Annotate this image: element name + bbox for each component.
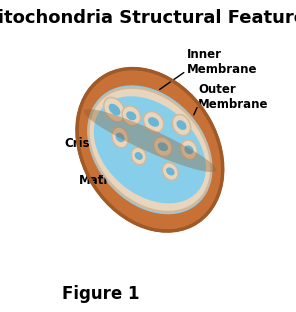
Ellipse shape — [176, 120, 186, 130]
Ellipse shape — [94, 96, 206, 203]
Text: Outer
Membrane: Outer Membrane — [198, 83, 269, 111]
Text: Matrix: Matrix — [79, 174, 122, 187]
Ellipse shape — [89, 88, 211, 212]
Ellipse shape — [83, 124, 220, 188]
Ellipse shape — [112, 127, 128, 148]
Ellipse shape — [104, 97, 125, 122]
Ellipse shape — [148, 117, 159, 127]
Ellipse shape — [154, 137, 172, 157]
Text: Mitochondria Structural Features: Mitochondria Structural Features — [0, 9, 296, 27]
Text: Inner
Membrane: Inner Membrane — [187, 48, 258, 76]
Ellipse shape — [109, 104, 120, 115]
Ellipse shape — [84, 109, 216, 172]
Ellipse shape — [131, 147, 146, 165]
Ellipse shape — [77, 69, 223, 231]
Ellipse shape — [126, 111, 136, 120]
Ellipse shape — [144, 111, 164, 132]
Ellipse shape — [184, 145, 194, 154]
Ellipse shape — [135, 152, 143, 160]
Ellipse shape — [163, 163, 178, 180]
Text: Figure 1: Figure 1 — [62, 285, 140, 303]
Ellipse shape — [172, 115, 191, 136]
Ellipse shape — [181, 140, 197, 159]
Text: Cristae: Cristae — [64, 137, 112, 150]
Ellipse shape — [116, 133, 125, 142]
Ellipse shape — [122, 106, 141, 126]
Ellipse shape — [87, 85, 213, 214]
Ellipse shape — [166, 168, 175, 175]
Ellipse shape — [158, 142, 168, 151]
